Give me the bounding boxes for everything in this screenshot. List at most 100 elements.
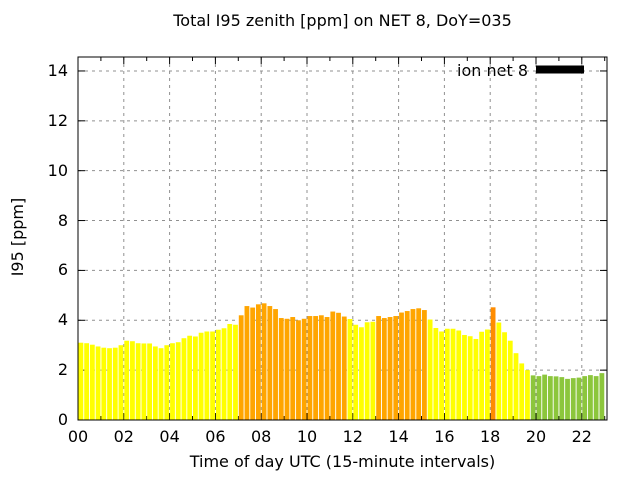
bar-16:00 <box>444 328 450 420</box>
x-tick-label-04: 04 <box>159 427 180 446</box>
bar-12:00 <box>353 324 359 420</box>
bar-19:30 <box>525 370 530 420</box>
bar-13:45 <box>393 316 399 420</box>
bar-17:30 <box>479 331 485 420</box>
bar-12:15 <box>359 327 364 420</box>
bar-18:30 <box>502 332 507 420</box>
y-tick-label-0: 0 <box>57 410 68 429</box>
bar-11:15 <box>336 312 341 420</box>
bar-06:30 <box>227 324 233 420</box>
x-tick-label-18: 18 <box>480 427 501 446</box>
x-tick-label-16: 16 <box>434 427 455 446</box>
bar-10:15 <box>313 316 319 420</box>
bar-20:45 <box>553 376 559 420</box>
bar-05:45 <box>210 331 215 420</box>
bar-03:30 <box>158 348 164 420</box>
bar-19:15 <box>519 363 525 420</box>
bar-01:00 <box>101 347 107 420</box>
bar-08:00 <box>261 303 267 420</box>
bar-00:45 <box>95 346 101 420</box>
x-tick-label-02: 02 <box>113 427 134 446</box>
bar-03:15 <box>152 346 158 420</box>
bar-05:00 <box>193 336 198 420</box>
bar-01:30 <box>112 347 118 420</box>
x-tick-label-22: 22 <box>571 427 592 446</box>
x-tick-label-08: 08 <box>251 427 272 446</box>
bar-02:15 <box>130 341 135 420</box>
x-tick-label-06: 06 <box>205 427 226 446</box>
x-tick-label-10: 10 <box>296 427 318 446</box>
bar-04:45 <box>187 335 193 420</box>
bar-02:00 <box>124 340 130 420</box>
bar-02:30 <box>135 343 141 420</box>
bar-10:45 <box>324 317 330 420</box>
y-tick-label-12: 12 <box>47 110 68 130</box>
bar-09:00 <box>284 318 290 420</box>
bar-07:30 <box>250 307 256 420</box>
bar-12:30 <box>364 322 370 420</box>
bar-01:45 <box>118 345 124 420</box>
bar-22:45 <box>599 373 605 420</box>
bar-00:30 <box>89 344 95 420</box>
bar-15:00 <box>422 310 427 420</box>
bar-05:15 <box>198 332 204 420</box>
bar-12:45 <box>370 321 376 420</box>
bar-14:15 <box>404 311 410 420</box>
bar-17:45 <box>484 329 490 420</box>
bar-03:45 <box>164 345 170 420</box>
bar-09:45 <box>301 318 307 420</box>
bar-13:00 <box>376 316 381 420</box>
bar-22:00 <box>582 376 588 420</box>
bar-18:00 <box>490 307 496 420</box>
bar-05:30 <box>204 331 210 420</box>
bar-03:00 <box>147 343 152 420</box>
bar-06:15 <box>221 328 227 420</box>
y-tick-label-14: 14 <box>47 60 68 80</box>
y-tick-label-6: 6 <box>57 260 68 280</box>
bar-15:30 <box>433 328 439 420</box>
bar-16:45 <box>462 334 467 420</box>
bar-07:45 <box>255 304 261 420</box>
bar-04:30 <box>181 338 187 420</box>
x-tick-label-00: 00 <box>67 427 89 446</box>
bar-17:15 <box>473 338 479 420</box>
bar-16:15 <box>450 328 456 420</box>
plot-border <box>77 56 608 421</box>
bar-14:45 <box>416 308 422 420</box>
bar-22:30 <box>593 376 599 420</box>
y-tick-label-2: 2 <box>57 360 68 380</box>
bar-11:00 <box>330 311 336 420</box>
bar-09:30 <box>296 320 301 420</box>
bar-04:00 <box>170 343 175 420</box>
bar-19:00 <box>513 353 519 420</box>
bar-04:15 <box>175 342 181 420</box>
legend-swatch <box>536 65 584 74</box>
bar-09:15 <box>290 317 296 420</box>
bar-02:45 <box>141 343 147 420</box>
y-tick-label-4: 4 <box>57 310 68 330</box>
bar-18:45 <box>507 340 513 420</box>
bar-13:15 <box>381 318 387 420</box>
x-tick-label-14: 14 <box>388 427 409 446</box>
bar-21:45 <box>576 377 582 420</box>
bar-20:00 <box>536 376 542 420</box>
bar-20:15 <box>542 374 548 420</box>
bar-15:15 <box>427 319 433 420</box>
x-axis-label: Time of day UTC (15-minute intervals) <box>189 452 496 471</box>
bar-18:15 <box>496 322 502 420</box>
bar-19:45 <box>530 375 536 420</box>
bar-06:45 <box>233 324 238 420</box>
bar-00:15 <box>84 343 90 420</box>
y-tick-label-8: 8 <box>57 210 68 230</box>
bar-08:45 <box>278 318 284 420</box>
bar-01:15 <box>107 348 112 420</box>
x-tick-label-20: 20 <box>525 427 547 446</box>
bar-13:30 <box>387 317 393 420</box>
bar-20:30 <box>547 376 553 420</box>
bar-11:30 <box>341 316 347 420</box>
bar-21:00 <box>559 377 565 420</box>
bar-22:15 <box>588 375 593 420</box>
bar-10:30 <box>318 315 324 420</box>
